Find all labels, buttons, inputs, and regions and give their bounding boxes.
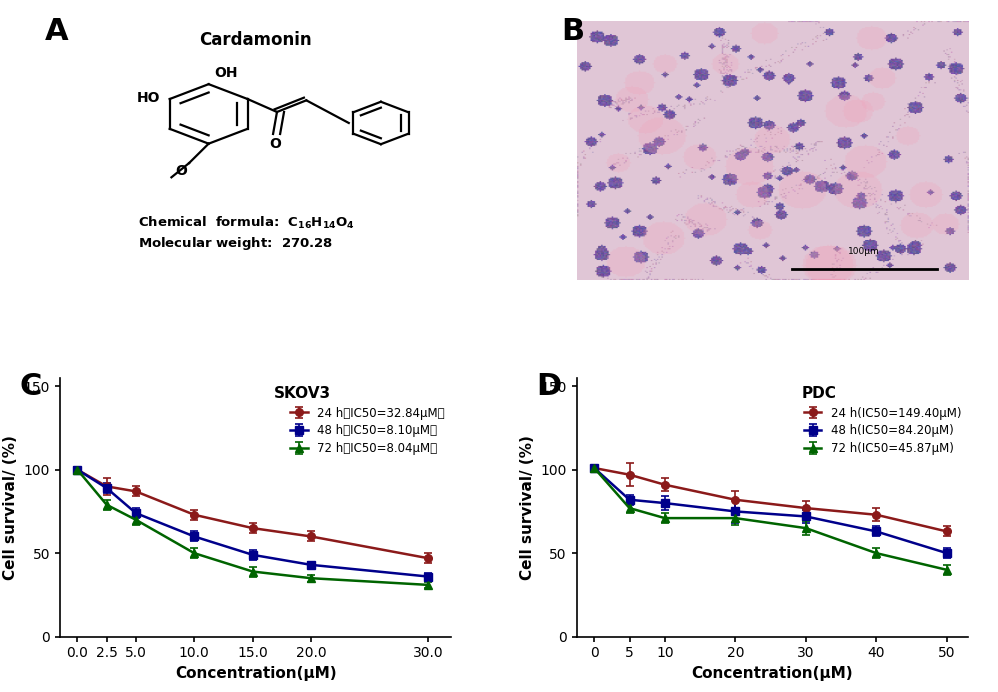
Text: Cardamonin: Cardamonin <box>200 31 312 49</box>
Text: PDC: PDC <box>801 385 836 401</box>
Text: Molecular weight:  $\mathbf{270.28}$: Molecular weight: $\mathbf{270.28}$ <box>138 235 333 252</box>
Text: OH: OH <box>215 66 238 80</box>
Legend: 24 h（IC50=32.84μM）, 48 h（IC50=8.10μM）, 72 h（IC50=8.04μM）: 24 h（IC50=32.84μM）, 48 h（IC50=8.10μM）, 7… <box>285 402 449 459</box>
X-axis label: Concentration(μM): Concentration(μM) <box>692 666 853 681</box>
Text: D: D <box>537 372 562 401</box>
Text: 100μm: 100μm <box>848 247 880 256</box>
Y-axis label: Cell survival/ (%): Cell survival/ (%) <box>520 435 535 580</box>
Text: B: B <box>562 17 585 46</box>
Text: C: C <box>20 372 42 401</box>
X-axis label: Concentration(μM): Concentration(μM) <box>175 666 336 681</box>
Text: HO: HO <box>137 91 160 104</box>
Text: Chemical  formula:  $\mathbf{C_{16}H_{14}O_4}$: Chemical formula: $\mathbf{C_{16}H_{14}O… <box>138 215 355 230</box>
Y-axis label: Cell survival/ (%): Cell survival/ (%) <box>3 435 18 580</box>
Text: SKOV3: SKOV3 <box>274 385 331 401</box>
Text: A: A <box>45 17 69 46</box>
Text: O: O <box>269 137 281 151</box>
Legend: 24 h(IC50=149.40μM), 48 h(IC50=84.20μM), 72 h(IC50=45.87μM): 24 h(IC50=149.40μM), 48 h(IC50=84.20μM),… <box>799 402 966 459</box>
Text: O: O <box>176 165 187 179</box>
